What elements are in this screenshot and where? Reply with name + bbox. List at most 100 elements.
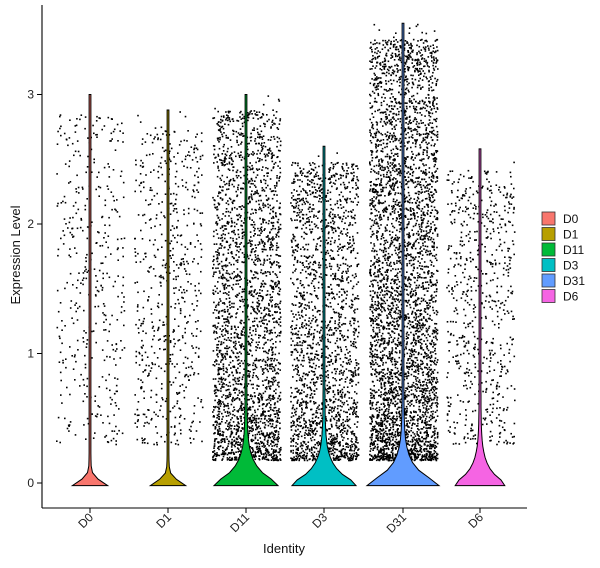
data-point	[249, 245, 252, 247]
data-point	[199, 223, 202, 225]
data-point	[253, 421, 256, 424]
data-point	[116, 199, 118, 201]
data-point	[330, 317, 332, 319]
data-point	[265, 186, 267, 189]
data-point	[266, 293, 269, 296]
data-point	[355, 416, 357, 418]
data-point	[301, 303, 303, 305]
data-point	[155, 214, 158, 216]
data-point	[266, 254, 269, 257]
data-point	[226, 459, 229, 461]
data-point	[212, 312, 215, 314]
data-point	[214, 438, 216, 440]
data-point	[260, 320, 263, 323]
data-point	[173, 330, 175, 332]
data-point	[188, 379, 190, 381]
data-point	[230, 446, 233, 448]
data-point	[252, 387, 254, 389]
data-point	[148, 153, 151, 156]
data-point	[257, 308, 259, 311]
data-point	[302, 426, 305, 429]
data-point	[182, 362, 185, 364]
data-point	[314, 353, 317, 356]
data-point	[216, 388, 218, 391]
data-point	[189, 374, 192, 377]
data-point	[232, 200, 235, 202]
data-point	[326, 370, 329, 372]
data-point	[333, 400, 336, 403]
data-point	[338, 315, 340, 317]
data-point	[146, 356, 149, 358]
data-point	[332, 384, 334, 387]
data-point	[179, 416, 181, 418]
data-point	[160, 274, 162, 277]
data-point	[263, 258, 266, 261]
data-point	[246, 169, 249, 171]
data-point	[119, 175, 122, 177]
data-point	[269, 310, 271, 312]
data-point	[264, 154, 267, 157]
data-point	[222, 213, 224, 215]
data-point	[232, 202, 234, 205]
data-point	[239, 111, 241, 114]
data-point	[246, 282, 249, 284]
data-point	[155, 377, 158, 380]
data-point	[212, 260, 214, 263]
data-point	[222, 274, 224, 277]
data-point	[348, 408, 350, 411]
data-point	[163, 335, 165, 338]
data-point	[300, 435, 303, 438]
data-point	[261, 248, 263, 251]
data-point	[237, 229, 240, 231]
data-point	[269, 273, 271, 275]
data-point	[141, 138, 144, 140]
data-point	[229, 179, 231, 182]
data-point	[339, 243, 341, 246]
data-point	[336, 200, 339, 202]
data-point	[233, 409, 236, 411]
data-point	[225, 339, 228, 341]
data-point	[340, 378, 343, 380]
data-point	[267, 95, 270, 97]
data-point	[301, 359, 303, 362]
data-point	[222, 127, 225, 130]
data-point	[257, 394, 260, 396]
data-point	[345, 175, 348, 177]
data-point	[187, 130, 189, 132]
data-point	[179, 308, 182, 310]
data-point	[218, 377, 220, 380]
data-point	[224, 228, 226, 230]
data-point	[313, 216, 315, 218]
data-point	[214, 384, 217, 387]
data-point	[86, 226, 89, 228]
data-point	[213, 415, 215, 417]
data-point	[163, 348, 165, 351]
data-point	[271, 239, 274, 241]
data-point	[75, 360, 77, 363]
data-point	[357, 454, 359, 456]
data-point	[196, 148, 199, 151]
data-point	[342, 403, 345, 406]
data-point	[230, 393, 232, 396]
data-point	[239, 372, 241, 374]
data-point	[260, 452, 262, 455]
data-point	[227, 332, 229, 335]
data-point	[305, 407, 307, 409]
data-point	[237, 363, 240, 365]
data-point	[249, 332, 251, 334]
data-point	[183, 165, 185, 167]
data-point	[228, 339, 231, 341]
data-point	[274, 416, 277, 418]
data-point	[221, 125, 224, 128]
data-point	[331, 217, 333, 220]
data-point	[85, 277, 88, 280]
data-point	[137, 378, 140, 380]
data-point	[272, 210, 274, 213]
data-point	[154, 136, 156, 138]
data-point	[278, 179, 280, 182]
data-point	[358, 367, 360, 369]
data-point	[57, 248, 60, 251]
data-point	[226, 453, 229, 456]
data-point	[267, 452, 269, 454]
data-point	[118, 408, 120, 410]
